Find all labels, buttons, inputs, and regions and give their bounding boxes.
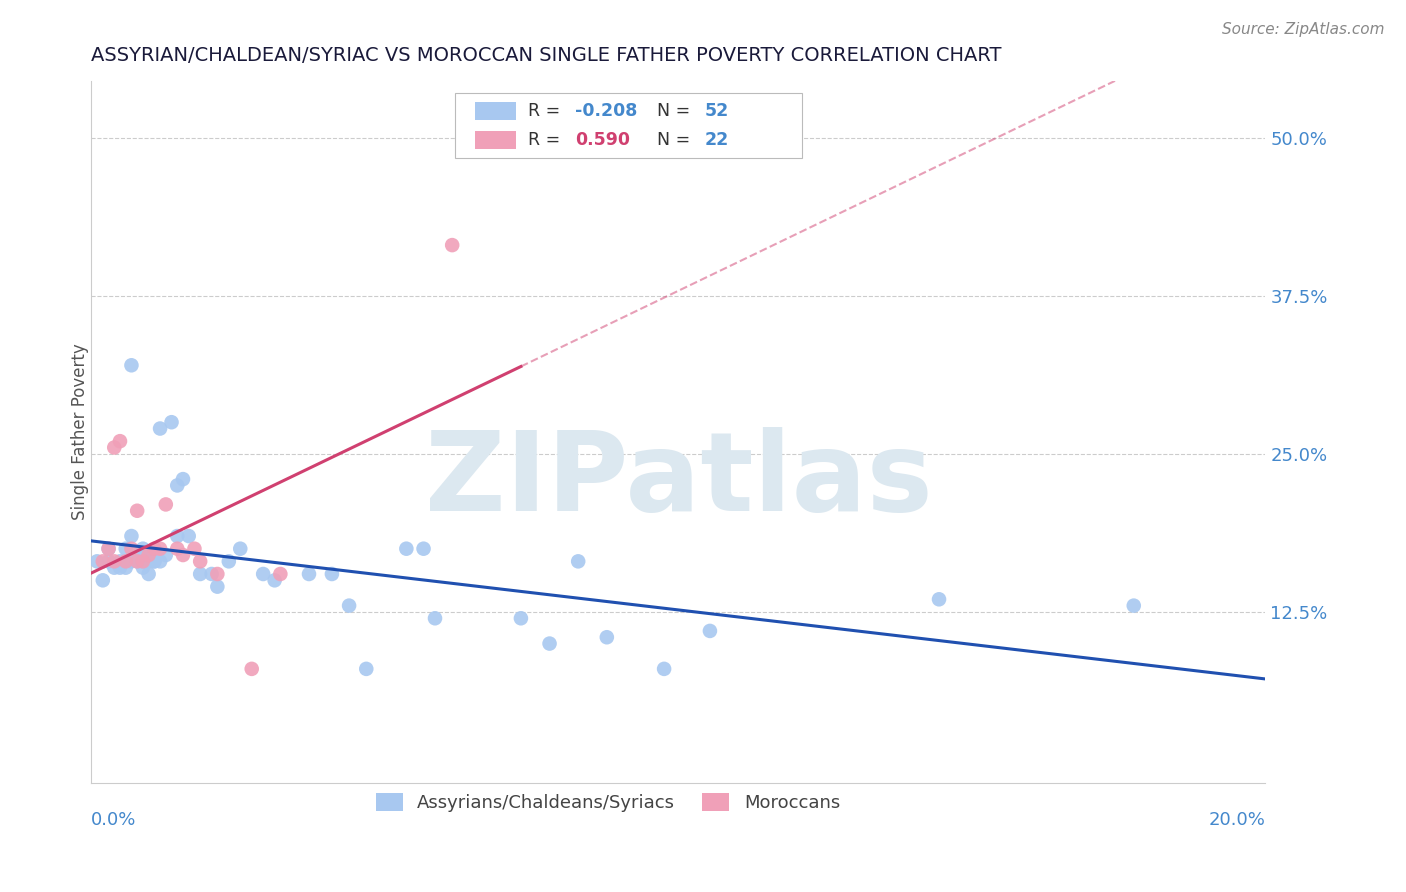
Point	[652, 662, 675, 676]
Point	[127, 554, 149, 568]
Point	[263, 574, 285, 588]
Point	[252, 566, 274, 581]
Text: 20.0%: 20.0%	[1209, 811, 1265, 829]
Point	[143, 554, 166, 568]
Point	[132, 541, 155, 556]
Point	[538, 636, 561, 650]
Point	[207, 566, 229, 581]
Text: Source: ZipAtlas.com: Source: ZipAtlas.com	[1222, 22, 1385, 37]
Point	[218, 554, 240, 568]
Point	[166, 478, 188, 492]
Point	[127, 504, 149, 518]
Point	[166, 529, 188, 543]
Point	[132, 560, 155, 574]
Point	[412, 541, 434, 556]
Point	[699, 624, 721, 638]
Text: N =: N =	[657, 103, 696, 120]
Point	[183, 541, 205, 556]
Point	[395, 541, 418, 556]
Point	[201, 566, 224, 581]
Point	[108, 554, 131, 568]
Point	[298, 566, 321, 581]
Point	[120, 554, 142, 568]
Point	[567, 554, 589, 568]
Point	[120, 541, 142, 556]
Point	[138, 548, 160, 562]
Point	[91, 554, 114, 568]
Point	[188, 566, 211, 581]
Text: ZIPatlas: ZIPatlas	[425, 427, 932, 534]
Point	[207, 580, 229, 594]
Point	[166, 541, 188, 556]
Point	[143, 541, 166, 556]
Text: 52: 52	[704, 103, 728, 120]
Point	[509, 611, 531, 625]
Point	[423, 611, 446, 625]
Point	[132, 554, 155, 568]
Point	[120, 359, 142, 373]
Point	[177, 529, 200, 543]
Text: 0.0%: 0.0%	[91, 811, 136, 829]
Point	[188, 554, 211, 568]
Text: -0.208: -0.208	[575, 103, 637, 120]
Point	[127, 548, 149, 562]
Point	[120, 529, 142, 543]
Point	[91, 574, 114, 588]
Point	[97, 541, 120, 556]
Point	[269, 566, 291, 581]
Point	[114, 560, 136, 574]
Point	[172, 472, 194, 486]
Text: R =: R =	[529, 131, 565, 149]
Point	[138, 566, 160, 581]
Point	[103, 560, 125, 574]
Point	[127, 554, 149, 568]
Text: N =: N =	[657, 131, 696, 149]
FancyBboxPatch shape	[475, 103, 516, 120]
FancyBboxPatch shape	[475, 131, 516, 149]
Point	[86, 554, 108, 568]
Text: R =: R =	[529, 103, 565, 120]
Point	[108, 560, 131, 574]
Point	[138, 548, 160, 562]
Point	[240, 662, 263, 676]
Point	[321, 566, 343, 581]
Text: 0.590: 0.590	[575, 131, 630, 149]
Point	[149, 554, 172, 568]
Point	[172, 548, 194, 562]
Point	[149, 541, 172, 556]
Point	[143, 554, 166, 568]
Point	[155, 548, 177, 562]
Point	[160, 415, 183, 429]
FancyBboxPatch shape	[456, 94, 801, 158]
Text: 22: 22	[704, 131, 728, 149]
Point	[337, 599, 360, 613]
Y-axis label: Single Father Poverty: Single Father Poverty	[72, 343, 89, 520]
Point	[132, 554, 155, 568]
Point	[97, 554, 120, 568]
Point	[114, 541, 136, 556]
Text: ASSYRIAN/CHALDEAN/SYRIAC VS MOROCCAN SINGLE FATHER POVERTY CORRELATION CHART: ASSYRIAN/CHALDEAN/SYRIAC VS MOROCCAN SIN…	[91, 46, 1002, 65]
Point	[103, 554, 125, 568]
Point	[441, 238, 464, 252]
Point	[155, 497, 177, 511]
Point	[1122, 599, 1144, 613]
Point	[356, 662, 378, 676]
Point	[108, 434, 131, 449]
Legend: Assyrians/Chaldeans/Syriacs, Moroccans: Assyrians/Chaldeans/Syriacs, Moroccans	[368, 786, 848, 820]
Point	[114, 554, 136, 568]
Point	[596, 630, 619, 644]
Point	[149, 421, 172, 435]
Point	[97, 541, 120, 556]
Point	[928, 592, 950, 607]
Point	[103, 441, 125, 455]
Point	[138, 554, 160, 568]
Point	[229, 541, 252, 556]
